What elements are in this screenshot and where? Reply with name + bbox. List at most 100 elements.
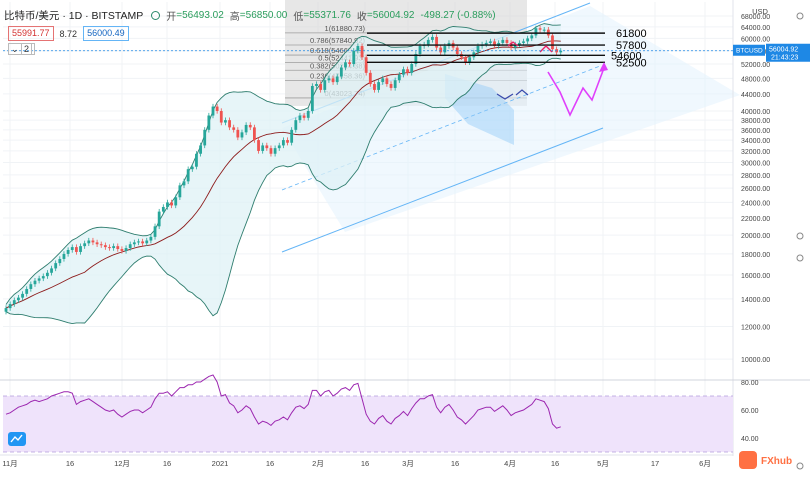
- candle-body: [513, 44, 517, 48]
- axis-tools[interactable]: [796, 12, 804, 470]
- candle-body: [484, 42, 488, 45]
- projection-marker-top: [539, 45, 553, 53]
- time-tick-label: 5月: [597, 459, 609, 468]
- time-tick-label: 16: [66, 459, 74, 468]
- candle-body: [99, 244, 103, 246]
- close-value: =56004.92: [366, 10, 415, 21]
- candle-body: [331, 78, 335, 83]
- candle-body: [112, 246, 116, 249]
- open-value: =56493.02: [176, 10, 224, 21]
- time-tick-label: 16: [361, 459, 369, 468]
- price-tick-label: 22000.00: [741, 216, 770, 223]
- candle-body: [87, 240, 91, 244]
- candle-body: [166, 202, 169, 207]
- candle-body: [517, 42, 521, 45]
- candle-body: [103, 245, 107, 248]
- candle-body: [281, 140, 285, 146]
- candle-body: [257, 140, 260, 151]
- candle-body: [360, 46, 364, 58]
- candle-body: [124, 248, 128, 251]
- channel-lower: [281, 127, 604, 253]
- candle-body: [435, 36, 438, 48]
- candle-body: [302, 115, 306, 118]
- rsi-pane: 40.00 60.00 80.00: [3, 374, 759, 453]
- projection-marker-blue2: [515, 89, 529, 96]
- candles: [4, 25, 563, 315]
- candle-body: [232, 127, 236, 130]
- candle-body: [261, 145, 265, 151]
- price-tick-label: 52000.00: [741, 62, 770, 69]
- time-tick-label: 6月: [699, 459, 711, 468]
- candle-body: [319, 84, 323, 90]
- high-label: 高: [229, 12, 240, 23]
- symbol-title[interactable]: 比特币/美元 · 1D · BITSTAMP: [4, 10, 144, 22]
- projection-arrowhead: [599, 62, 608, 72]
- candle-body: [443, 46, 447, 53]
- candle-body: [190, 166, 194, 170]
- candle-body: [468, 57, 472, 63]
- candle-body: [277, 145, 281, 149]
- candle-body: [211, 106, 215, 116]
- candle-body: [244, 124, 248, 133]
- symbol-tag: [733, 44, 765, 56]
- candle-body: [95, 242, 99, 245]
- candle-body: [364, 57, 368, 73]
- tradingview-logo-icon: [10, 434, 23, 443]
- price-axis: 10000.00 12000.00 14000.00 16000.00 18000.00…: [732, 0, 810, 456]
- time-tick-label: 17: [651, 459, 659, 468]
- candle-body: [108, 247, 111, 249]
- time-tick-label: 4月: [504, 459, 516, 468]
- candle-body: [551, 35, 554, 50]
- rsi-tick-label: 80.00: [741, 380, 759, 387]
- price-tick-label: 68000.00: [741, 14, 770, 21]
- candle-body: [12, 300, 16, 305]
- time-tick-label: 12月: [114, 459, 130, 468]
- candle-body: [464, 57, 467, 63]
- candle-body: [41, 276, 45, 279]
- zoom-icon: [796, 254, 804, 262]
- candle-body: [116, 246, 120, 250]
- visibility-eye-icon[interactable]: [151, 11, 161, 20]
- candle-body: [161, 206, 165, 212]
- sell-price-button[interactable]: 55991.77: [8, 26, 54, 41]
- candle-body: [356, 46, 360, 51]
- fib-level-label: 0.786(57840.92): [310, 36, 366, 45]
- candle-body: [393, 80, 397, 88]
- candle-body: [410, 64, 414, 73]
- candle-body: [195, 153, 198, 167]
- change-value: -498.27 (-0.88%): [420, 10, 496, 21]
- level-label: 52500: [616, 57, 647, 69]
- indicator-toggle-button[interactable]: ⌄ 2: [8, 43, 36, 55]
- projection-path: [496, 41, 608, 117]
- price-tick-label: 36000.00: [741, 128, 770, 135]
- candle-body: [377, 82, 380, 90]
- candle-body: [439, 47, 443, 53]
- spread-value: 8.72: [59, 28, 78, 39]
- candle-body: [203, 129, 207, 146]
- buy-price-button[interactable]: 56000.49: [83, 26, 129, 41]
- candle-body: [248, 124, 252, 128]
- candle-body: [559, 50, 563, 53]
- level-label: 57800: [616, 40, 647, 52]
- time-tick-label: 16: [451, 459, 459, 468]
- bollinger-lower: [5, 57, 561, 325]
- candle-body: [153, 226, 157, 237]
- candle-body: [310, 85, 314, 111]
- rsi-line: [5, 374, 561, 429]
- candle-body: [426, 39, 430, 45]
- candle-body: [62, 253, 66, 259]
- candle-body: [141, 241, 145, 244]
- time-axis: 11月 16 12月 16 2021 16 2月 16 3月 16 4月 16 5月 17 6月: [0, 454, 733, 468]
- fib-level-label: 1(61880.73): [325, 24, 366, 33]
- candle-body: [542, 29, 546, 31]
- candle-body: [339, 67, 343, 77]
- candle-body: [46, 272, 49, 277]
- candle-body: [66, 249, 70, 254]
- candle-body: [385, 78, 389, 85]
- candle-body: [538, 28, 542, 30]
- candle-body: [522, 41, 525, 43]
- candle-body: [224, 120, 227, 123]
- symbol-tag-label: BTCUSD: [736, 48, 763, 55]
